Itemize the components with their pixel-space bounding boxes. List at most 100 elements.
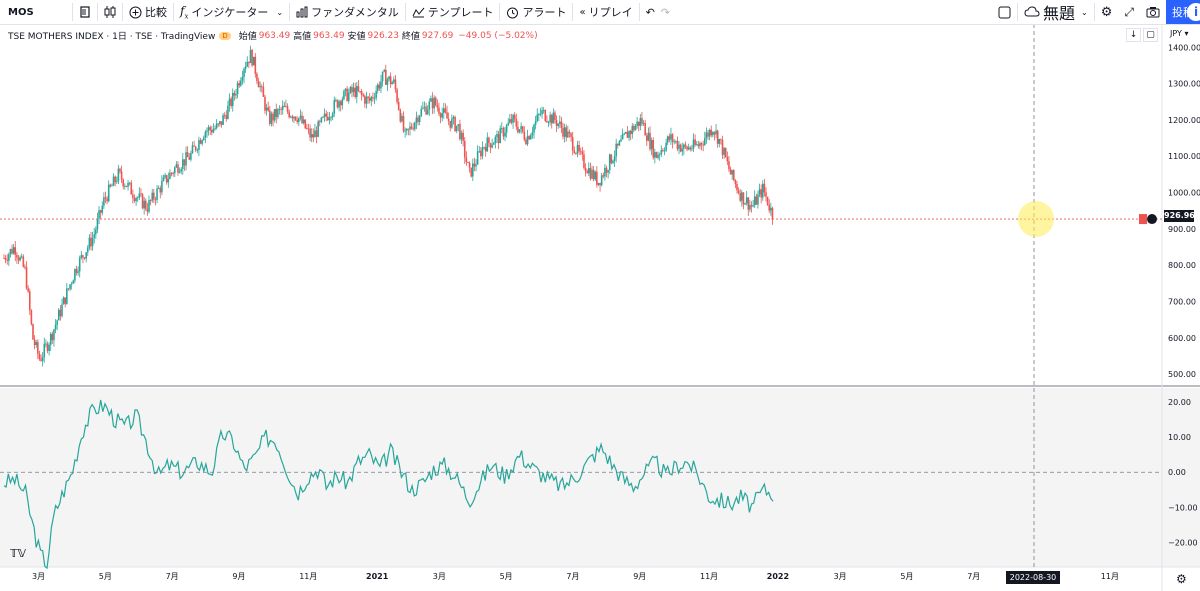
candle-body [625,131,627,134]
candle-body [164,175,166,178]
candle-body [652,139,655,158]
candle-body [217,123,220,125]
replay-button[interactable]: « リプレイ [573,0,638,24]
undo-button[interactable]: ↶ [640,0,661,24]
candle-body [728,161,730,170]
candle-body [364,96,366,104]
candle-body [586,171,588,174]
high-label: 高値 [293,32,312,42]
candle-body [99,210,102,213]
candle-body [549,114,551,123]
candle-body [83,257,86,259]
chart-type-button[interactable] [98,0,122,24]
maximize-pane-button[interactable]: ▢ [1143,28,1158,42]
close-label: 終値 [401,32,420,42]
candle-body [349,87,352,93]
candle-body [309,128,311,138]
publish-button[interactable]: 投稿 i [1166,0,1200,24]
candle-body [304,119,307,129]
candle-body [541,110,543,115]
candle-body [736,183,738,191]
oscillator-tick-label: −20.00 [1168,538,1198,547]
screenshot-button[interactable] [1140,0,1166,24]
candle-body [244,66,247,69]
layout-button[interactable] [992,0,1017,24]
candle-body [391,82,394,85]
candle-body [699,143,701,147]
settings-button[interactable]: ⚙ [1095,0,1119,24]
symbol-title[interactable]: TSE MOTHERS INDEX · 1日 · TSE · TradingVi… [8,32,216,42]
candle-body [521,126,524,132]
candle-body [318,121,321,123]
fullscreen-button[interactable]: ⤢ [1118,0,1140,24]
candle-body [101,205,104,213]
candle-body [219,121,221,124]
layout-name: 無題 [1043,4,1076,23]
candle-body [455,125,458,131]
candle-body [708,129,711,137]
candle-body [338,101,340,108]
candle-body [417,117,419,123]
time-tick-label: 11月 [1101,572,1119,581]
candle-body [737,190,740,194]
compare-button[interactable]: 比較 [123,0,173,24]
candle-body [525,139,527,145]
axis-settings-button[interactable]: ⚙ [1176,572,1187,586]
save-layout-button[interactable]: 無題 ⌄ [1018,0,1094,24]
fundamentals-button[interactable]: ファンダメンタル [290,0,405,24]
candle-body [53,329,55,341]
candle-body [61,304,63,317]
scroll-down-button[interactable]: ↓ [1126,28,1141,42]
candle-body [616,143,619,146]
info-icon[interactable]: i [1187,3,1200,21]
redo-button[interactable]: ↷ [661,0,676,24]
candle-body [602,175,605,177]
candle-body [45,343,47,345]
candle-body [375,90,377,99]
currency-selector[interactable]: JPY ▾ [1170,29,1189,38]
divider [173,3,174,21]
candle-body [293,116,295,119]
close-value: 927.69 [421,30,454,41]
oscillator-tick-label: 0.00 [1168,468,1186,477]
candle-body [280,108,282,110]
candle-body [35,342,38,346]
candle-body [211,129,213,133]
candle-body [352,87,355,93]
candle-body [286,106,289,112]
camera-icon [1146,7,1160,18]
candle-body [447,118,450,121]
candle-body [170,172,173,174]
candle-body [182,159,184,170]
interval-button[interactable] [73,0,97,24]
currency-label: JPY [1170,29,1182,38]
candle-body [697,144,700,147]
candle-body [592,169,595,180]
candle-body [90,237,92,247]
cloud-icon [1024,6,1040,17]
symbol-search[interactable]: MOS [8,6,34,18]
candle-body [49,333,52,345]
tradingview-logo: 𝕋𝕍 [10,547,27,560]
alert-button[interactable]: アラート [500,0,572,24]
templates-button[interactable]: テンプレート [406,0,500,24]
high-value: 963.49 [313,30,345,41]
candle-body [301,115,303,124]
candle-body [700,143,703,145]
candle-body [718,138,721,144]
time-tick-label: 7月 [967,572,980,581]
indicators-button[interactable]: fx インジケーター ⌄ [174,0,289,24]
candle-body [289,116,292,118]
candle-body [360,91,363,95]
candle-body [396,89,398,102]
candle-body [618,141,621,146]
candle-body [744,203,746,205]
candle-body [539,114,542,115]
divider [97,3,98,21]
candle-body [607,170,609,173]
candle-body [30,310,33,325]
divider [289,3,291,21]
candle-body [359,90,361,92]
candle-body [85,252,87,259]
